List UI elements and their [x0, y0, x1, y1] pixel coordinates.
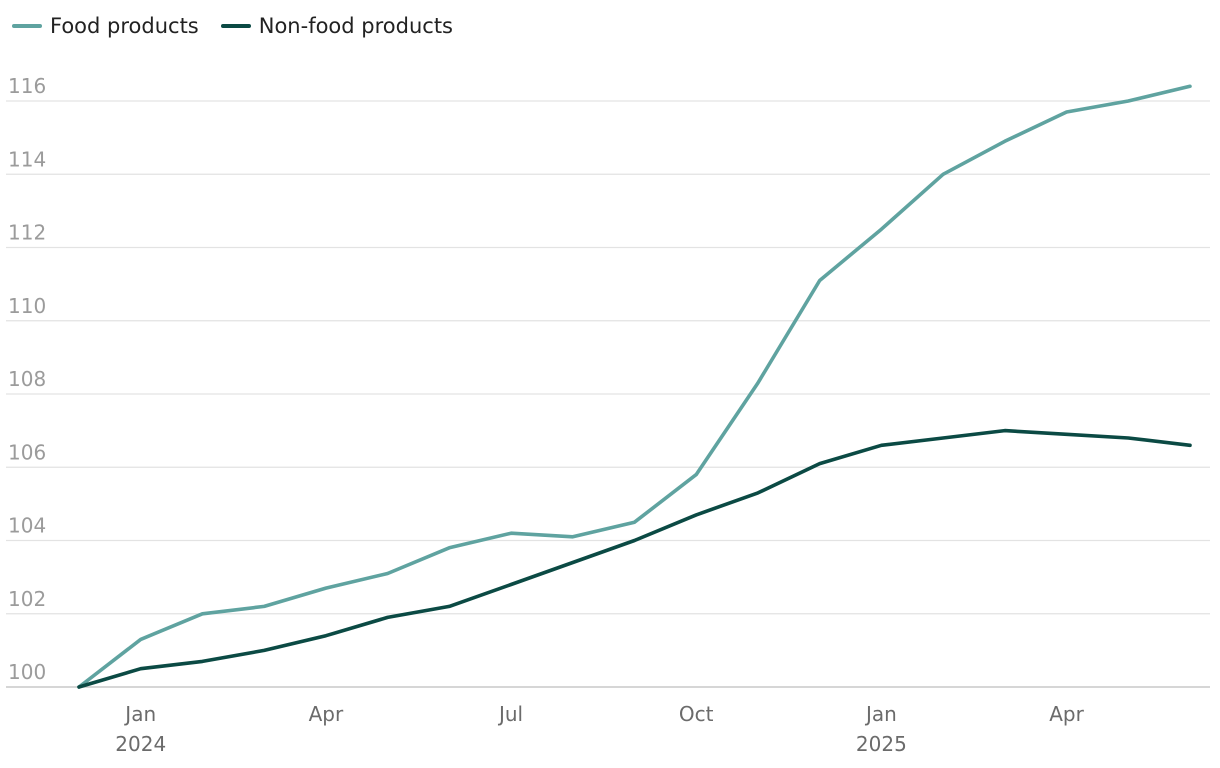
y-tick-label-116: 116	[8, 74, 46, 98]
x-tick-label-apr: Apr	[309, 702, 344, 726]
y-tick-label-110: 110	[8, 294, 46, 318]
legend-label-food: Food products	[50, 14, 199, 38]
legend-swatch-food	[12, 24, 42, 28]
y-tick-label-114: 114	[8, 147, 46, 171]
series-line-food-products	[77, 84, 1192, 689]
y-tick-label-106: 106	[8, 440, 46, 464]
series-line-non-food-products	[77, 428, 1192, 689]
x-tick-label-apr: Apr	[1049, 702, 1084, 726]
y-tick-label-102: 102	[8, 587, 46, 611]
legend-swatch-non-food	[220, 24, 251, 28]
x-tick-label-jan-2024: Jan	[123, 702, 156, 726]
y-tick-label-100: 100	[8, 660, 46, 684]
legend-item-non-food[interactable]: Non-food products	[220, 14, 453, 38]
y-tick-label-112: 112	[8, 221, 46, 245]
x-tick-label-jul: Jul	[497, 702, 523, 726]
y-tick-label-104: 104	[8, 514, 46, 538]
legend-label-non-food: Non-food products	[258, 14, 453, 38]
legend-item-food[interactable]: Food products	[12, 14, 199, 38]
x-tick-year-2024: 2024	[115, 732, 166, 756]
y-tick-label-108: 108	[8, 367, 46, 391]
x-tick-year-2025: 2025	[856, 732, 907, 756]
x-tick-label-oct: Oct	[679, 702, 714, 726]
x-tick-label-jan-2025: Jan	[864, 702, 897, 726]
legend: Food products Non-food products	[12, 14, 453, 38]
